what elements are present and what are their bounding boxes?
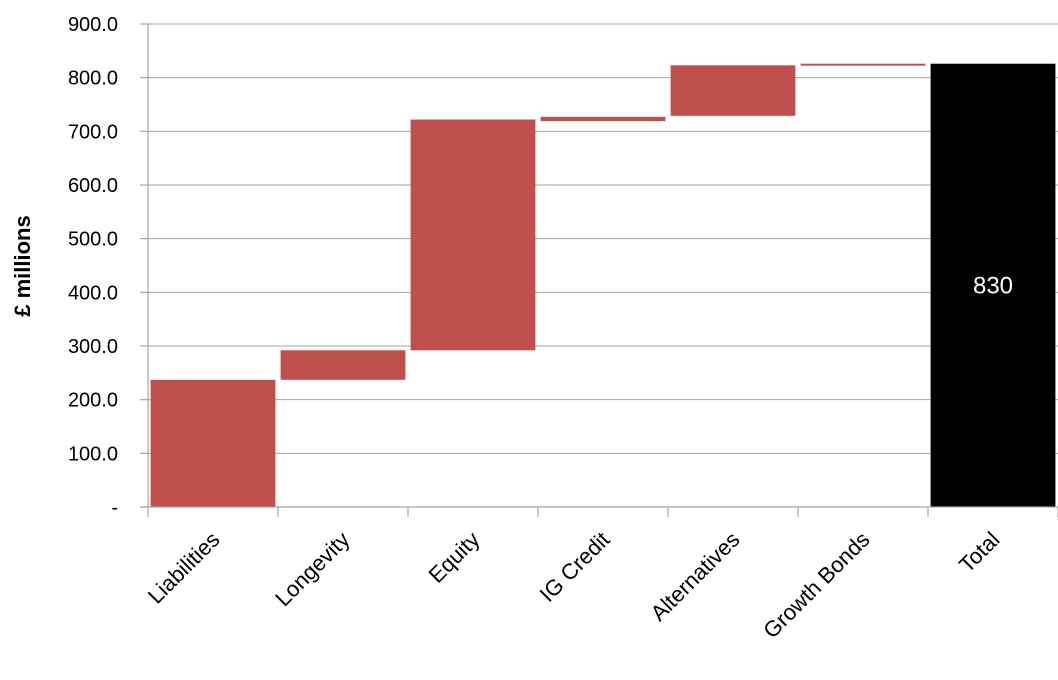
- x-tick-label: Growth Bonds: [758, 527, 874, 643]
- x-tick-label: Liabilities: [143, 527, 225, 609]
- x-category-labels: Liabilities Longevity Equity IG Credit Alter…: [143, 527, 1005, 643]
- bar-equity: [410, 119, 536, 351]
- y-tick-label: 100.0: [68, 443, 118, 465]
- y-tick-label: 600.0: [68, 175, 118, 197]
- y-tick-label: 800.0: [68, 68, 118, 90]
- data-labels: 830: [973, 272, 1013, 299]
- bar-liabilities: [150, 379, 276, 507]
- y-tick-label: 200.0: [68, 390, 118, 412]
- x-tick-label: Alternatives: [646, 527, 745, 626]
- x-tick-label: Equity: [424, 527, 485, 588]
- gridlines: [140, 23, 1058, 508]
- y-tick-label: -: [111, 497, 118, 519]
- x-tick-label: Total: [954, 527, 1005, 578]
- y-tick-label: 300.0: [68, 336, 118, 358]
- y-tick-label: 900.0: [68, 14, 118, 36]
- y-axis-label: £ millions: [10, 215, 35, 316]
- axes: [140, 24, 1058, 517]
- y-tick-label: 700.0: [68, 121, 118, 143]
- bar-ig-credit: [540, 116, 666, 122]
- bars: [150, 63, 1056, 508]
- bar-longevity: [280, 350, 406, 380]
- bar-growth-bonds: [800, 63, 926, 66]
- x-tick-label: IG Credit: [535, 527, 615, 607]
- y-tick-label: 400.0: [68, 282, 118, 304]
- bar-alternatives: [670, 65, 796, 116]
- x-tick-label: Longevity: [270, 527, 354, 611]
- y-tick-label: 500.0: [68, 229, 118, 251]
- y-tick-labels: - 100.0 200.0 300.0 400.0 500.0 600.0 700.0 800.…: [68, 14, 118, 519]
- data-label: 830: [973, 272, 1013, 299]
- bar-total: [930, 63, 1056, 508]
